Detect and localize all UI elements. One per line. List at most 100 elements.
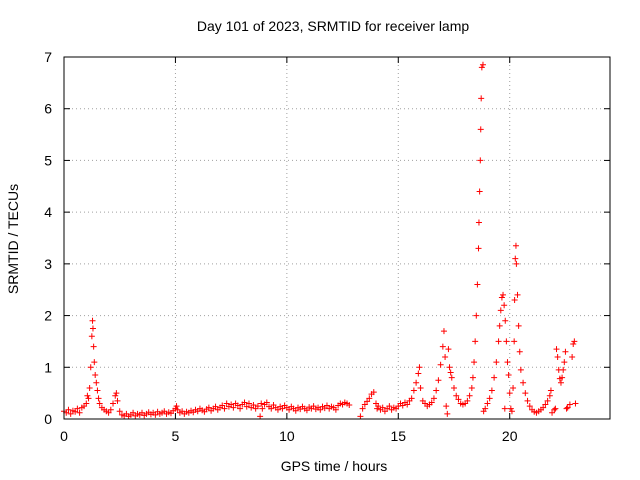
- data-point-marker: [110, 400, 117, 407]
- data-point-marker: [250, 402, 257, 409]
- data-point-marker: [451, 384, 457, 391]
- data-point-marker: [76, 409, 83, 416]
- data-point-marker: [497, 307, 504, 314]
- data-point-marker: [130, 409, 137, 416]
- data-point-marker: [107, 406, 114, 413]
- data-point-marker: [254, 403, 261, 410]
- data-point-marker: [507, 405, 514, 412]
- data-point-marker: [473, 312, 480, 319]
- y-axis-label: SRMTID / TECUs: [5, 184, 21, 294]
- data-point-marker: [471, 359, 478, 366]
- data-point-marker: [496, 322, 503, 329]
- data-point-marker: [359, 405, 366, 412]
- data-point-marker: [563, 405, 570, 412]
- data-point-marker: [472, 338, 479, 345]
- data-point-marker: [230, 404, 237, 411]
- y-tick-label: 5: [44, 152, 52, 168]
- data-point-marker: [243, 403, 250, 410]
- data-point-marker: [508, 408, 515, 415]
- data-point-marker: [375, 403, 382, 410]
- axis-ticks: 0 5 10 15 20 0 1 2 3 4 5 6 7: [44, 49, 610, 444]
- data-point-marker: [415, 370, 422, 377]
- data-point-marker: [569, 353, 576, 360]
- data-point-marker: [221, 405, 228, 412]
- data-point-marker: [501, 302, 508, 309]
- y-tick-label: 7: [44, 49, 52, 65]
- y-tick-label: 4: [44, 204, 52, 220]
- data-point-marker: [511, 297, 518, 304]
- data-point-marker: [511, 338, 518, 345]
- data-point-marker: [498, 294, 505, 301]
- data-point-marker: [495, 338, 502, 345]
- x-tick-label: 10: [279, 428, 295, 444]
- data-point-marker: [257, 413, 264, 420]
- data-point-marker: [522, 390, 529, 397]
- data-point-marker: [506, 390, 513, 397]
- data-point-marker: [370, 389, 377, 396]
- data-point-marker: [223, 400, 230, 407]
- data-point-marker: [551, 406, 558, 413]
- data-point-marker: [84, 392, 91, 399]
- data-point-marker: [516, 348, 523, 355]
- data-point-marker: [445, 346, 452, 353]
- data-point-marker: [447, 369, 454, 376]
- data-point-marker: [546, 392, 553, 399]
- data-point-marker: [510, 384, 517, 391]
- data-point-marker: [87, 364, 94, 371]
- data-point-marker: [561, 359, 568, 366]
- y-tick-label: 1: [44, 359, 52, 375]
- y-tick-label: 0: [44, 411, 52, 427]
- data-point-marker: [478, 95, 485, 102]
- data-point-marker: [303, 407, 310, 414]
- data-point-marker: [416, 364, 423, 371]
- data-point-marker: [83, 400, 90, 407]
- data-point-marker: [500, 291, 507, 298]
- data-point-marker: [67, 410, 74, 417]
- data-point-marker: [466, 392, 473, 399]
- data-point-marker: [435, 377, 442, 384]
- x-axis-label: GPS time / hours: [281, 458, 388, 474]
- data-point-marker: [552, 405, 559, 412]
- data-point-marker: [173, 403, 180, 410]
- data-point-marker: [404, 401, 411, 408]
- data-point-marker: [364, 398, 371, 405]
- data-point-marker: [476, 188, 483, 195]
- data-point-marker: [91, 359, 98, 366]
- data-point-marker: [116, 408, 123, 415]
- data-point-marker: [268, 405, 275, 412]
- data-point-marker: [96, 400, 103, 407]
- data-point-marker: [526, 403, 533, 410]
- data-point-marker: [92, 372, 99, 379]
- data-point-marker: [446, 364, 453, 371]
- data-point-marker: [323, 402, 330, 409]
- data-points: [61, 61, 579, 420]
- data-point-marker: [571, 338, 578, 345]
- data-point-marker: [88, 333, 95, 340]
- data-point-marker: [515, 322, 522, 329]
- data-point-marker: [439, 343, 446, 350]
- data-point-marker: [486, 395, 493, 402]
- data-point-marker: [310, 403, 317, 410]
- data-point-marker: [430, 395, 437, 402]
- data-point-marker: [468, 384, 475, 391]
- y-tick-label: 3: [44, 256, 52, 272]
- data-point-marker: [408, 395, 415, 402]
- data-point-marker: [228, 401, 235, 408]
- data-point-marker: [493, 359, 500, 366]
- data-point-marker: [566, 401, 573, 408]
- plot-area-frame: [63, 56, 611, 420]
- data-point-marker: [502, 317, 509, 324]
- data-point-marker: [205, 404, 212, 411]
- data-point-marker: [477, 126, 484, 133]
- data-point-marker: [560, 366, 567, 373]
- data-point-marker: [112, 392, 119, 399]
- data-point-marker: [85, 395, 92, 402]
- data-point-marker: [65, 406, 72, 413]
- data-point-marker: [113, 390, 120, 397]
- data-point-marker: [428, 399, 435, 406]
- data-point-marker: [464, 397, 471, 404]
- data-point-marker: [475, 245, 482, 252]
- data-point-marker: [114, 397, 121, 404]
- data-point-marker: [317, 406, 324, 413]
- data-point-marker: [379, 404, 386, 411]
